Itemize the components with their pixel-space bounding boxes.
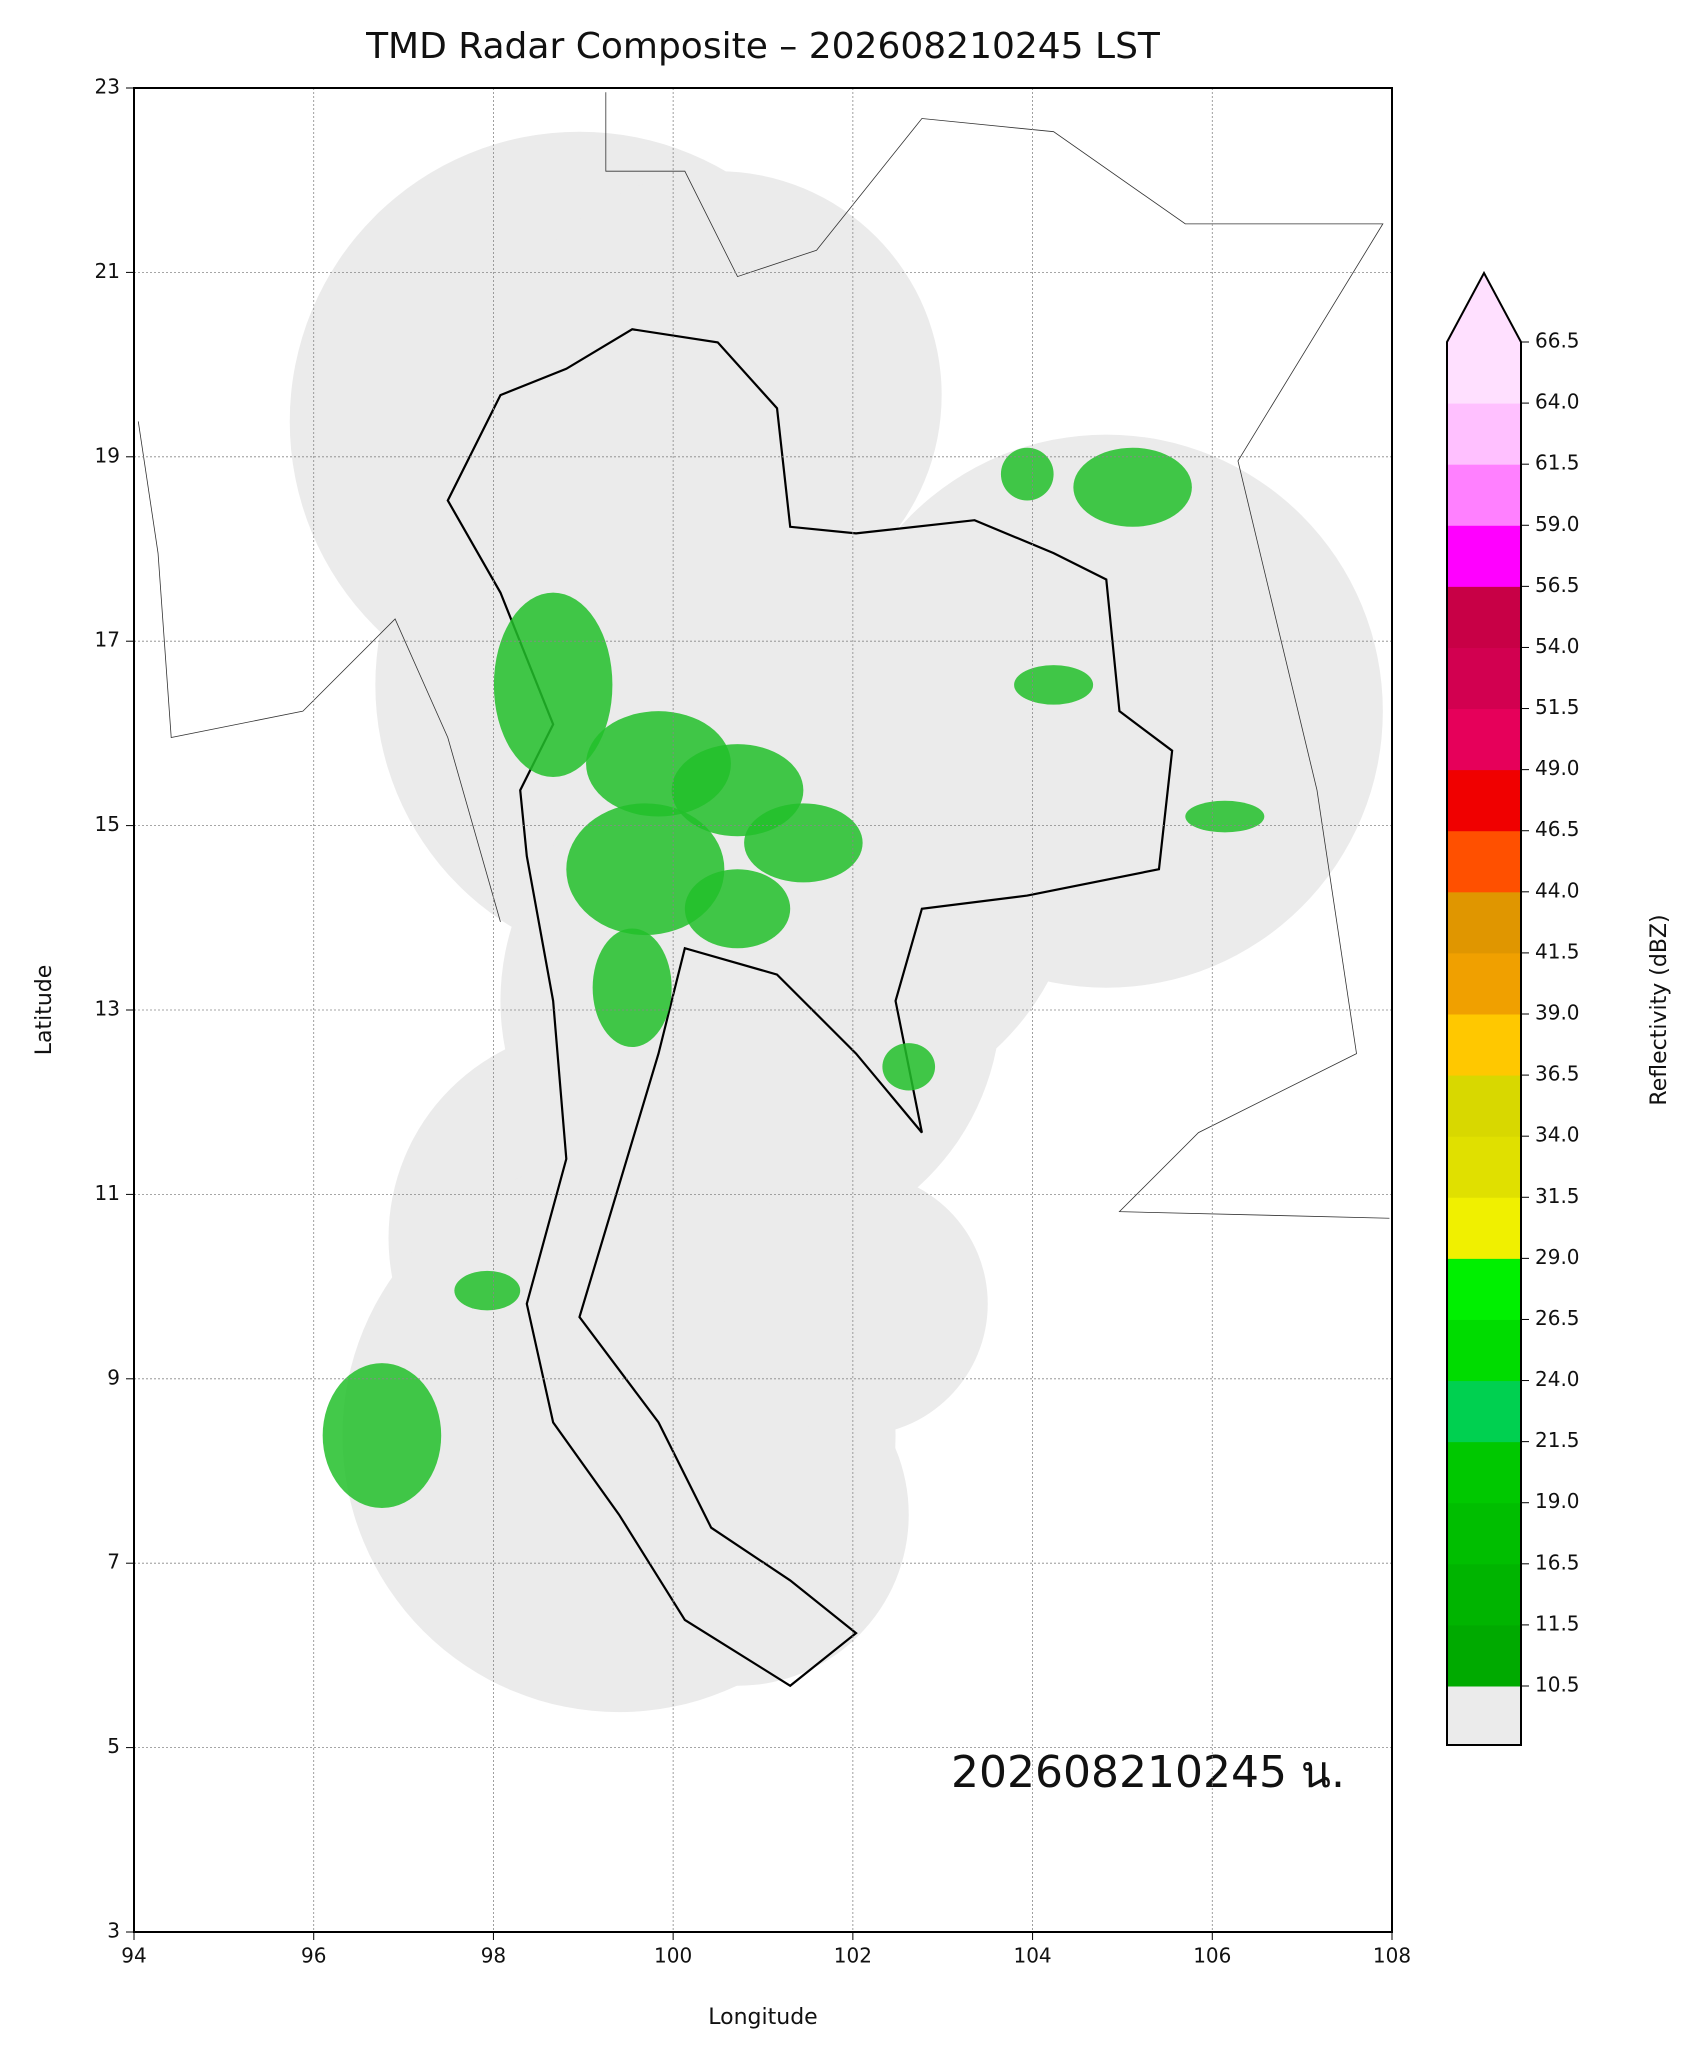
map-layer bbox=[137, 92, 1390, 1713]
colorbar-tick-label: 59.0 bbox=[1535, 512, 1580, 536]
colorbar-tick-label: 10.5 bbox=[1535, 1673, 1580, 1697]
colorbar-tick-label: 29.0 bbox=[1535, 1245, 1580, 1269]
colorbar-segment bbox=[1447, 586, 1521, 648]
radar-echo bbox=[322, 1363, 442, 1508]
y-tick-label: 23 bbox=[95, 75, 120, 99]
colorbar-over bbox=[1447, 273, 1521, 342]
colorbar-tick-label: 41.5 bbox=[1535, 939, 1580, 963]
radar-echo bbox=[1185, 800, 1265, 833]
x-tick-label: 96 bbox=[301, 1944, 326, 1968]
colorbar-segment bbox=[1447, 1563, 1521, 1626]
colorbar-tick-label: 51.5 bbox=[1535, 695, 1580, 719]
colorbar-tick-label: 44.0 bbox=[1535, 878, 1580, 902]
radar-echo bbox=[1000, 447, 1054, 501]
x-tick-label: 100 bbox=[654, 1944, 692, 1968]
colorbar-segment bbox=[1447, 1014, 1521, 1076]
radar-echo bbox=[566, 803, 725, 936]
y-tick-label: 21 bbox=[95, 259, 120, 283]
neighbor-border bbox=[605, 92, 1390, 1219]
colorbar-segment bbox=[1447, 1258, 1521, 1320]
colorbar-tick-label: 16.5 bbox=[1535, 1550, 1580, 1574]
radar-echo bbox=[882, 1043, 936, 1091]
radar-echo bbox=[1073, 447, 1192, 527]
plot-frame bbox=[133, 87, 1393, 1933]
colorbar-segment bbox=[1447, 1136, 1521, 1198]
map-content bbox=[137, 92, 1390, 1713]
colorbar-tick-label: 21.5 bbox=[1535, 1428, 1580, 1452]
colorbar-frame bbox=[1446, 270, 1522, 1746]
colorbar-tick-label: 56.5 bbox=[1535, 573, 1580, 597]
radar-echo bbox=[454, 1270, 521, 1311]
colorbar-tick-label: 11.5 bbox=[1535, 1611, 1580, 1635]
colorbar-tick-label: 24.0 bbox=[1535, 1367, 1580, 1391]
colorbar-tick-label: 66.5 bbox=[1535, 329, 1580, 353]
y-tick-label: 15 bbox=[95, 812, 120, 836]
x-tick-label: 106 bbox=[1193, 1944, 1231, 1968]
y-tick-label: 11 bbox=[95, 1181, 120, 1205]
colorbar-tick-label: 54.0 bbox=[1535, 634, 1580, 658]
y-tick-label: 5 bbox=[107, 1734, 120, 1758]
colorbar-segment bbox=[1447, 647, 1521, 710]
colorbar-segment bbox=[1447, 1319, 1521, 1382]
y-tick-label: 17 bbox=[95, 628, 120, 652]
colorbar-tick-label: 39.0 bbox=[1535, 1001, 1580, 1025]
x-tick-label: 98 bbox=[481, 1944, 506, 1968]
colorbar-segment bbox=[1447, 830, 1521, 893]
colorbar-tick-label: 31.5 bbox=[1535, 1184, 1580, 1208]
radar-echo bbox=[684, 869, 791, 949]
colorbar-tick-label: 46.5 bbox=[1535, 817, 1580, 841]
coastline bbox=[137, 421, 501, 923]
x-tick-label: 102 bbox=[834, 1944, 872, 1968]
colorbar-tick-label: 61.5 bbox=[1535, 451, 1580, 475]
colorbar-tick-label: 36.5 bbox=[1535, 1062, 1580, 1086]
colorbar-tick-label: 34.0 bbox=[1535, 1123, 1580, 1147]
timestamp-annotation: 202608210245 น. bbox=[951, 1747, 1345, 1798]
colorbar-segment bbox=[1447, 1502, 1521, 1565]
colorbar-tick-label: 64.0 bbox=[1535, 390, 1580, 414]
y-tick-label: 9 bbox=[107, 1365, 120, 1389]
colorbar-segment bbox=[1447, 342, 1521, 404]
y-tick-label: 13 bbox=[95, 997, 120, 1021]
y-axis-label: Latitude bbox=[32, 965, 57, 1056]
radar-echo bbox=[744, 803, 863, 883]
colorbar-segment bbox=[1447, 403, 1521, 465]
colorbar-label: Reflectivity (dBZ) bbox=[1647, 914, 1672, 1105]
x-tick-label: 108 bbox=[1373, 1944, 1411, 1968]
colorbar-under bbox=[1447, 1686, 1521, 1745]
x-tick-label: 104 bbox=[1013, 1944, 1051, 1968]
y-tick-label: 3 bbox=[107, 1919, 120, 1943]
y-tick-label: 19 bbox=[95, 443, 120, 467]
x-axis-label: Longitude bbox=[708, 2005, 817, 2030]
chart-title: TMD Radar Composite – 202608210245 LST bbox=[365, 26, 1161, 67]
colorbar-segment bbox=[1447, 1441, 1521, 1504]
colorbar-segment bbox=[1447, 1075, 1521, 1137]
y-tick-label: 7 bbox=[107, 1550, 120, 1574]
colorbar-tick-label: 19.0 bbox=[1535, 1489, 1580, 1513]
x-tick-label: 94 bbox=[121, 1944, 146, 1968]
radar-echo bbox=[1014, 665, 1094, 705]
colorbar-segment bbox=[1447, 708, 1521, 771]
colorbar-tick-label: 26.5 bbox=[1535, 1306, 1580, 1330]
radar-coverage bbox=[724, 1172, 988, 1436]
colorbar-segment bbox=[1447, 769, 1521, 832]
radar-echo bbox=[592, 928, 672, 1048]
colorbar-segment bbox=[1447, 1380, 1521, 1443]
colorbar-segment bbox=[1447, 952, 1521, 1015]
colorbar-tick-label: 49.0 bbox=[1535, 756, 1580, 780]
colorbar-segment bbox=[1447, 464, 1521, 526]
colorbar-segment bbox=[1447, 1624, 1521, 1687]
radar-echo bbox=[493, 592, 613, 778]
thailand-border bbox=[446, 328, 1174, 1688]
colorbar-segment bbox=[1447, 891, 1521, 954]
colorbar-segment bbox=[1447, 525, 1521, 587]
colorbar-segment bbox=[1447, 1197, 1521, 1259]
